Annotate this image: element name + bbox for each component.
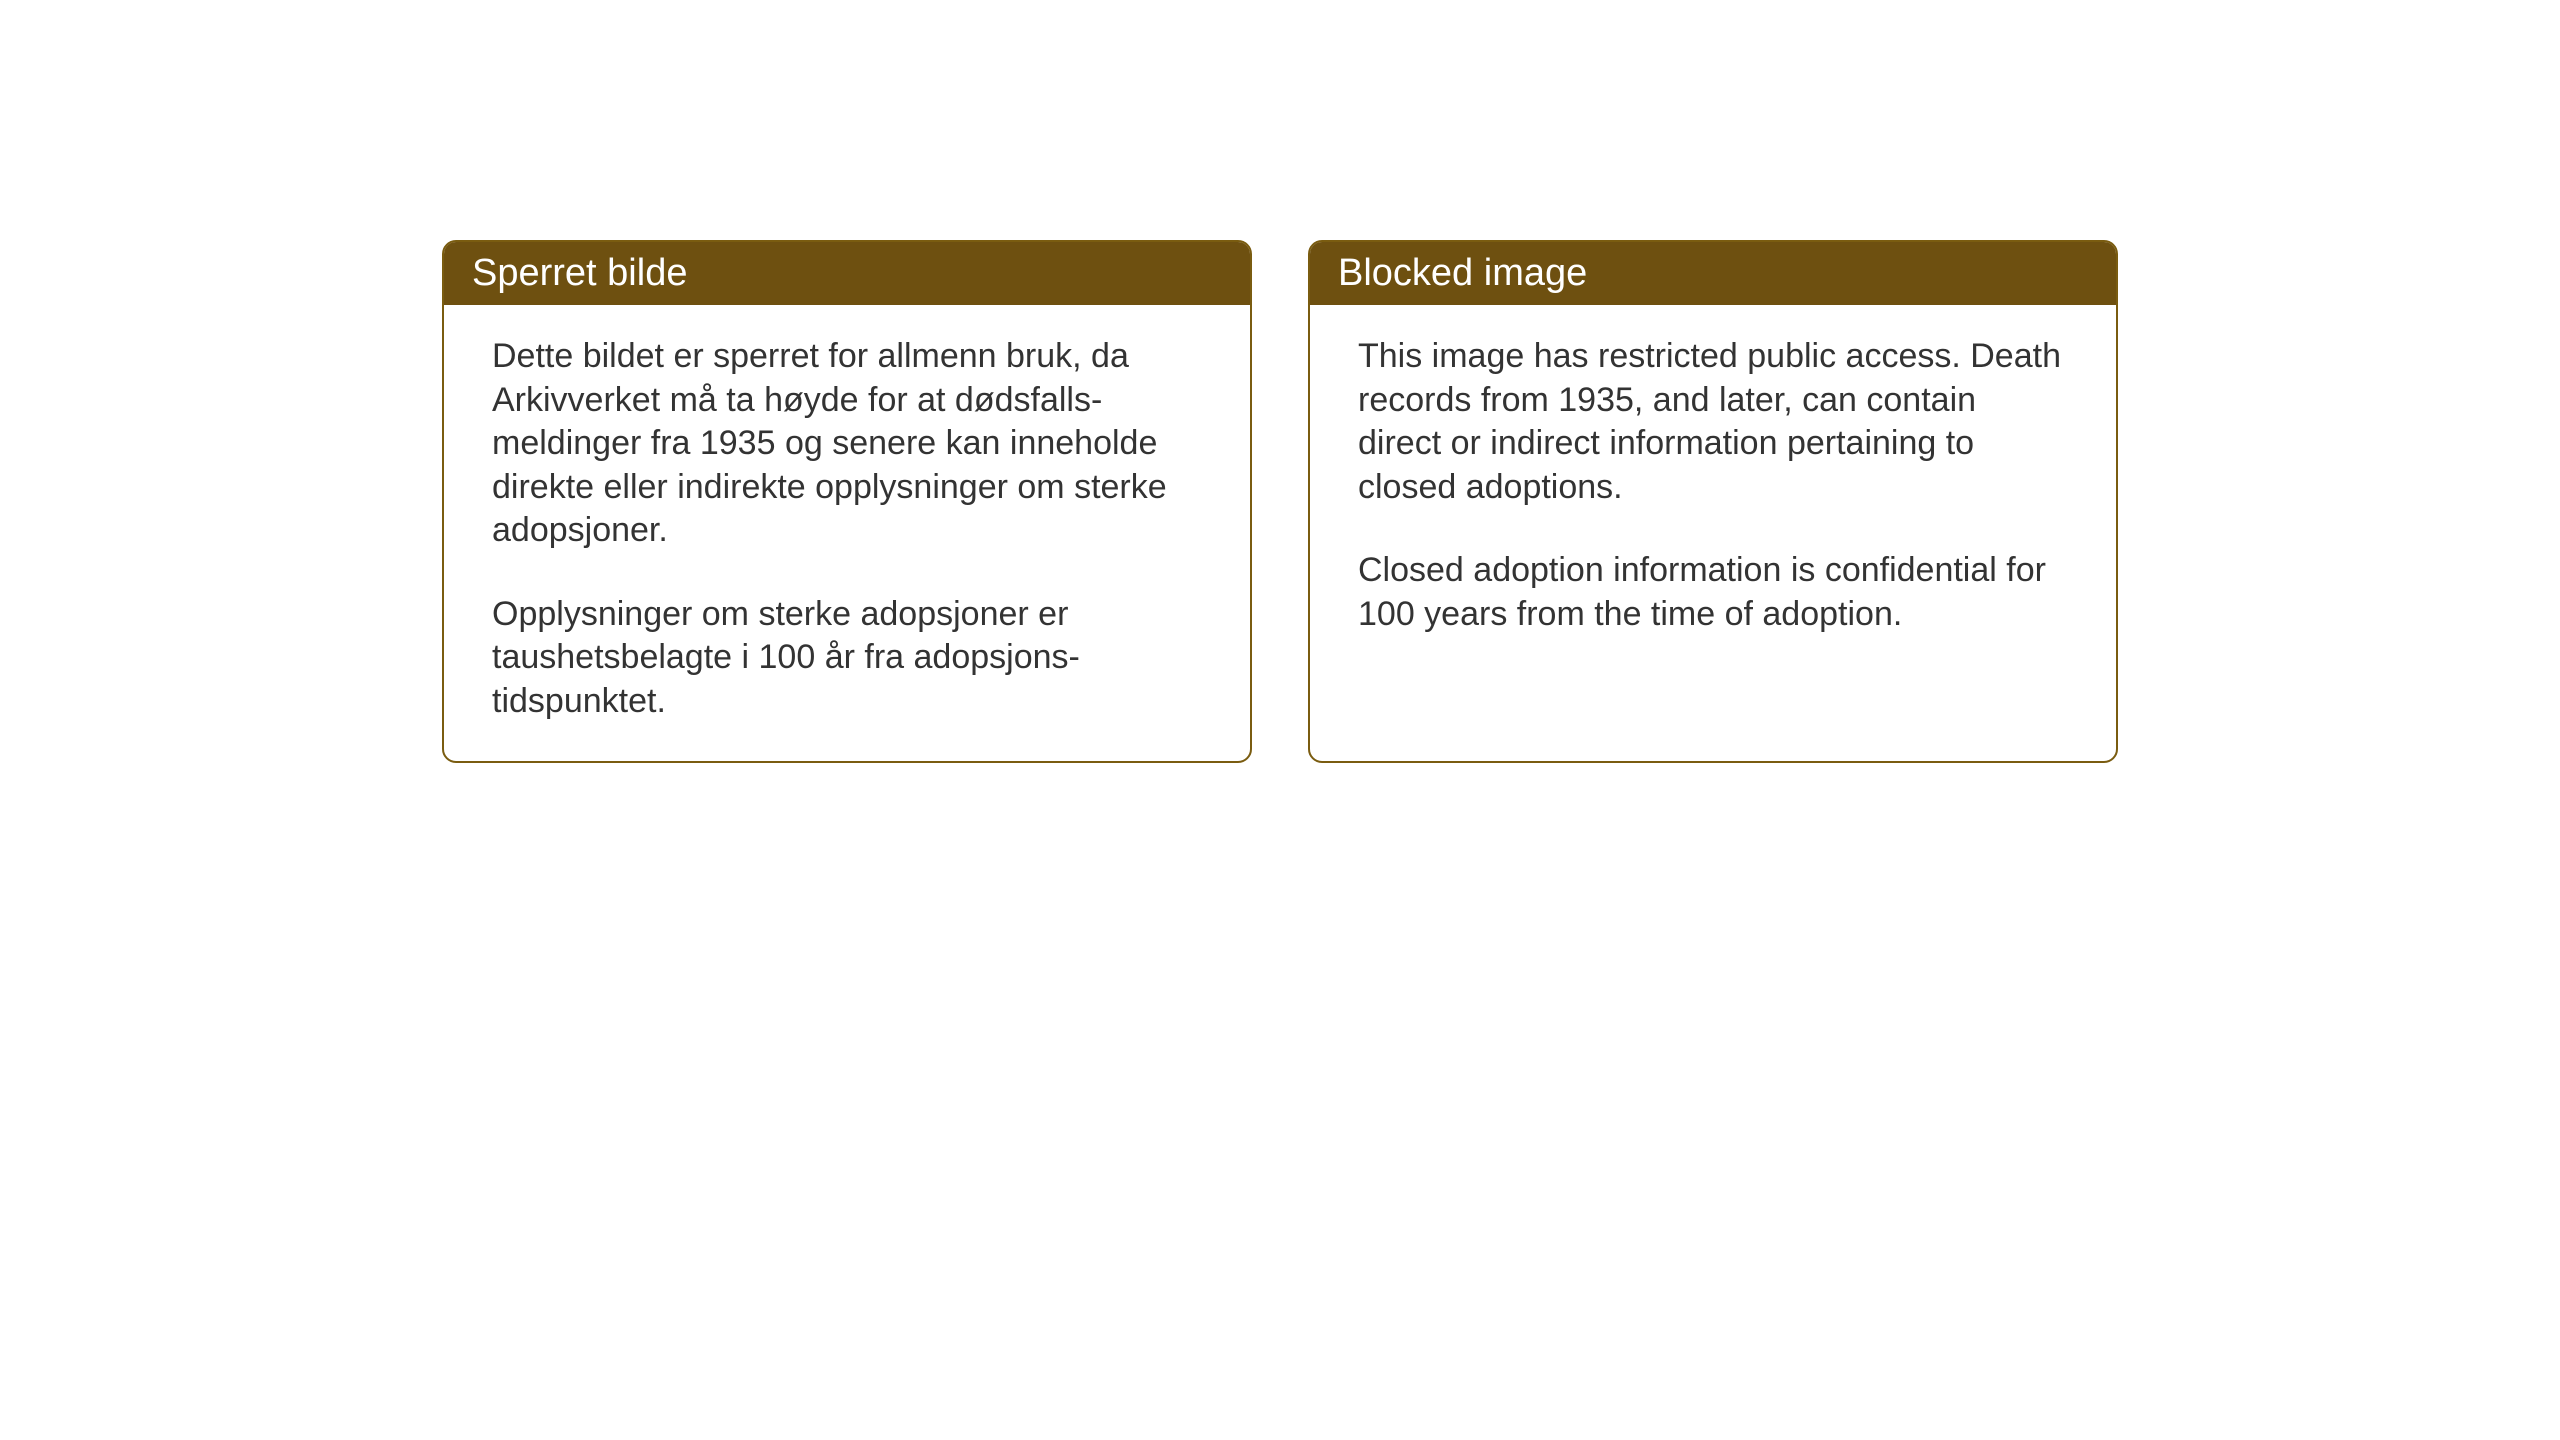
norwegian-card-body: Dette bildet er sperret for allmenn bruk…	[444, 305, 1250, 761]
norwegian-info-card: Sperret bilde Dette bildet er sperret fo…	[442, 240, 1252, 763]
info-cards-container: Sperret bilde Dette bildet er sperret fo…	[442, 240, 2118, 763]
norwegian-card-title: Sperret bilde	[472, 252, 687, 294]
english-card-body: This image has restricted public access.…	[1310, 305, 2116, 674]
english-paragraph-2: Closed adoption information is confident…	[1358, 549, 2068, 636]
english-card-header: Blocked image	[1310, 242, 2116, 305]
english-card-title: Blocked image	[1338, 252, 1587, 294]
english-paragraph-1: This image has restricted public access.…	[1358, 335, 2068, 509]
norwegian-paragraph-2: Opplysninger om sterke adopsjoner er tau…	[492, 593, 1202, 724]
norwegian-paragraph-1: Dette bildet er sperret for allmenn bruk…	[492, 335, 1202, 553]
english-info-card: Blocked image This image has restricted …	[1308, 240, 2118, 763]
norwegian-card-header: Sperret bilde	[444, 242, 1250, 305]
